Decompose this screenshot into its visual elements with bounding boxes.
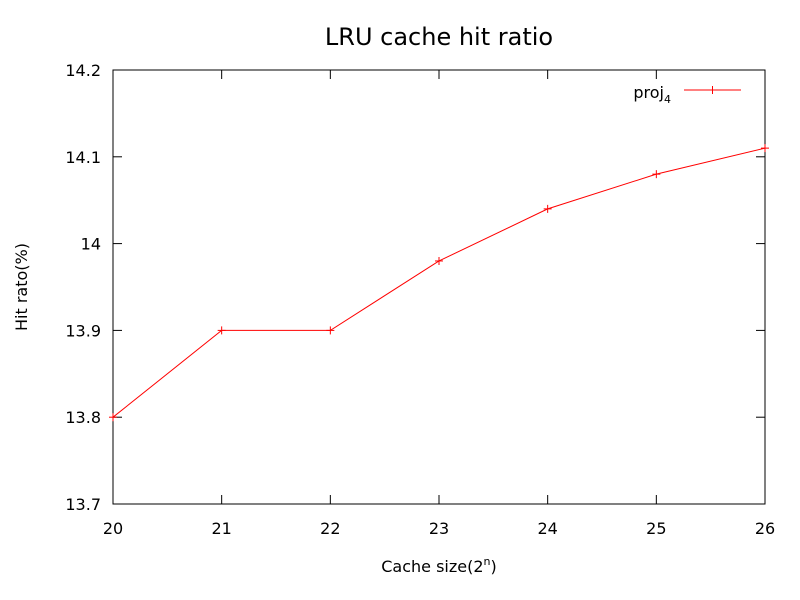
data-point: [761, 144, 769, 153]
x-tick-label: 26: [755, 519, 775, 538]
x-tick-label: 21: [211, 519, 231, 538]
x-axis-label: Cache size(2n): [381, 555, 497, 576]
x-tick-label: 25: [646, 519, 666, 538]
x-axis-label-end: ): [491, 557, 497, 576]
data-point: [543, 204, 552, 213]
y-tick-label: 13.8: [65, 408, 101, 427]
data-point: [435, 256, 443, 265]
y-tick-label: 14.1: [65, 148, 101, 167]
y-tick-label: 14.2: [65, 61, 101, 80]
y-axis-label: Hit rato(%): [12, 243, 31, 331]
data-point: [109, 413, 117, 422]
x-axis-label-superscript: n: [484, 555, 491, 568]
legend-label: proj4: [633, 83, 671, 106]
chart-title: LRU cache hit ratio: [325, 23, 553, 51]
legend-series-name: proj: [633, 83, 664, 102]
series-layer: [109, 144, 769, 422]
legend-marker: [708, 86, 717, 94]
legend: proj4: [633, 83, 741, 106]
data-point: [652, 170, 661, 179]
plot-frame: [112, 69, 766, 505]
y-tick-label: 13.7: [65, 495, 101, 514]
x-tick-label: 22: [320, 519, 340, 538]
data-point: [217, 326, 226, 335]
x-tick-label: 20: [103, 519, 123, 538]
legend-series-subscript: 4: [664, 93, 671, 106]
data-point: [326, 326, 335, 335]
x-tick-label: 24: [537, 519, 557, 538]
x-axis-label-text: Cache size(2: [381, 557, 483, 576]
axis-tick-labels: 20 21 22 23 24 25 26 13.7 13.8 13.9 14 14.1 14.2: [65, 61, 775, 538]
x-tick-label: 23: [429, 519, 449, 538]
y-tick-label: 13.9: [65, 321, 101, 340]
y-tick-label: 14: [81, 235, 101, 254]
